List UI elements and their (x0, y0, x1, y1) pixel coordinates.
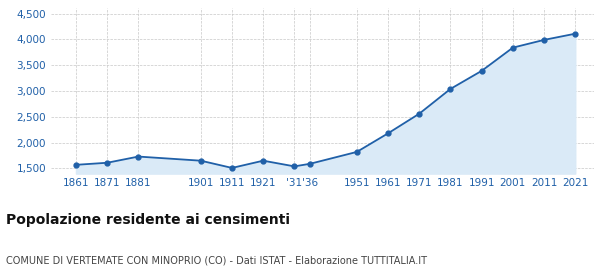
Text: Popolazione residente ai censimenti: Popolazione residente ai censimenti (6, 213, 290, 227)
Text: COMUNE DI VERTEMATE CON MINOPRIO (CO) - Dati ISTAT - Elaborazione TUTTITALIA.IT: COMUNE DI VERTEMATE CON MINOPRIO (CO) - … (6, 255, 427, 265)
